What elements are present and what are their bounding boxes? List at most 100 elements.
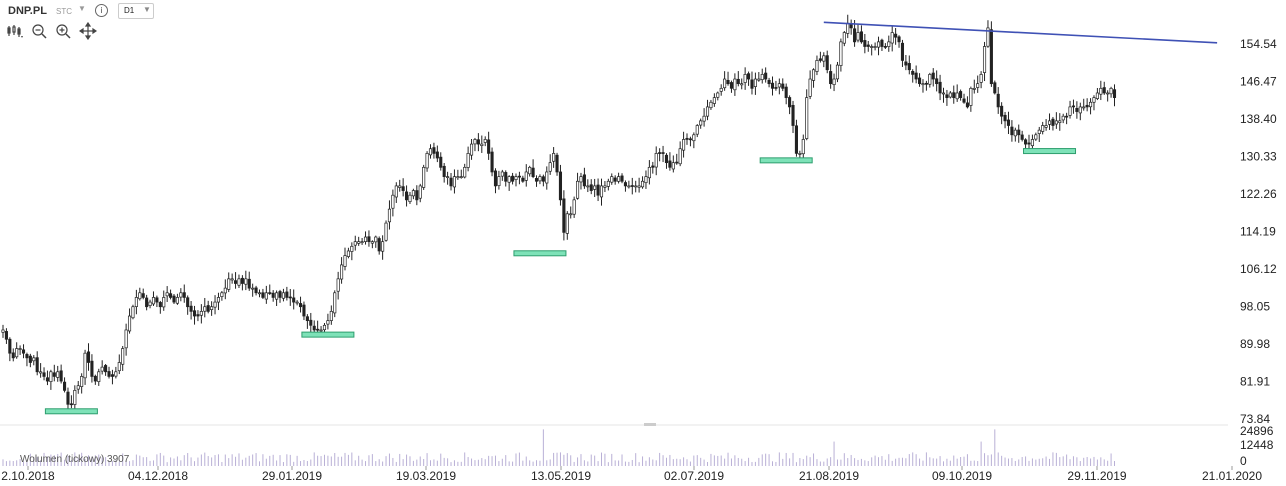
info-icon[interactable]: i <box>95 4 108 17</box>
volume-bar <box>638 462 640 466</box>
candle <box>695 124 699 138</box>
candle <box>671 155 675 173</box>
candle <box>4 328 8 344</box>
candle <box>517 171 521 185</box>
volume-bar <box>700 457 702 466</box>
candle <box>982 41 987 82</box>
price-tick-label: 98.05 <box>1240 300 1270 314</box>
volume-bar <box>943 461 944 466</box>
time-axis: 2.10.2018 04.12.2018 29.01.2019 19.03.2019 1… <box>1 466 1262 483</box>
candle <box>121 346 125 371</box>
volume-bar <box>337 456 339 466</box>
volume-bar <box>33 456 35 466</box>
candle <box>627 180 631 189</box>
volume-bar <box>296 455 298 466</box>
candle <box>716 91 720 101</box>
zoom-in-icon[interactable] <box>54 22 72 40</box>
candle <box>1092 95 1096 111</box>
zoom-out-icon[interactable] <box>30 22 48 40</box>
volume-bar <box>1004 457 1006 466</box>
candle <box>688 136 692 147</box>
volume-bar <box>1107 460 1109 466</box>
volume-bar <box>1076 457 1078 466</box>
volume-bar <box>135 454 137 466</box>
volume-bar <box>94 455 96 466</box>
candle <box>73 385 77 410</box>
candle <box>712 93 716 107</box>
volume-bar <box>467 457 469 466</box>
price-tick-label: 138.40 <box>1240 112 1277 126</box>
date-tick-label: 04.12.2018 <box>128 469 188 483</box>
candle <box>870 44 874 56</box>
candle <box>49 369 53 390</box>
volume-bar <box>1018 459 1020 466</box>
candle <box>702 108 706 127</box>
volume-bar <box>772 461 773 466</box>
volume-bar <box>1066 454 1068 466</box>
candle <box>39 363 43 378</box>
volume-bar <box>542 429 544 466</box>
candle <box>825 50 829 74</box>
candle <box>483 136 487 147</box>
candle <box>52 364 56 382</box>
candle <box>993 80 997 95</box>
support-marker <box>1023 148 1077 155</box>
volume-bar <box>768 454 770 466</box>
candle <box>203 297 207 318</box>
volume-bar <box>1086 457 1088 466</box>
candle <box>227 272 231 293</box>
volume-panel-handle[interactable] <box>644 423 656 426</box>
candle <box>302 301 306 321</box>
symbol-label[interactable]: DNP.PL <box>8 5 47 17</box>
volume-bar <box>970 460 972 466</box>
volume-bar <box>683 457 685 466</box>
chevron-down-icon[interactable]: ▼ <box>78 4 86 13</box>
volume-bar <box>1038 458 1040 466</box>
volume-bar <box>371 454 373 466</box>
candle <box>545 166 549 190</box>
timeframe-select[interactable]: D1 ▼ <box>118 3 154 19</box>
candle <box>723 71 727 91</box>
candle <box>606 178 610 191</box>
candle <box>719 84 723 96</box>
candle <box>897 35 901 48</box>
candle <box>244 270 248 291</box>
bar-type-icon[interactable] <box>6 22 24 40</box>
volume-bar <box>231 454 233 466</box>
candle <box>811 68 816 88</box>
volume-bar <box>214 455 216 466</box>
volume-bar <box>751 462 753 466</box>
volume-bar <box>857 459 859 466</box>
crosshair-icon[interactable] <box>79 22 97 40</box>
price-mode-label[interactable]: STC <box>56 7 72 16</box>
volume-bar <box>453 460 455 466</box>
volume-bar <box>149 460 151 466</box>
candle <box>210 301 214 316</box>
candle <box>28 353 32 368</box>
volume-bar <box>529 460 531 466</box>
price-tick-label: 114.19 <box>1240 225 1276 239</box>
candle <box>1054 112 1058 129</box>
volume-bar <box>860 458 862 466</box>
candle <box>45 370 50 386</box>
candle <box>189 301 193 320</box>
volume-bar <box>16 460 18 466</box>
volume-bar <box>973 460 975 466</box>
volume-bar <box>508 461 510 466</box>
volume-bar <box>512 461 514 466</box>
volume-bar <box>1052 452 1054 466</box>
volume-bar <box>272 454 274 466</box>
candle <box>832 73 836 92</box>
volume-bar <box>385 456 387 466</box>
volume-tick-label: 0 <box>1240 454 1247 468</box>
resistance-trendline[interactable] <box>823 21 1218 44</box>
volume-bar <box>70 459 72 466</box>
candle <box>449 172 453 191</box>
support-marker <box>759 157 813 164</box>
candle <box>254 285 258 296</box>
candle <box>155 295 159 308</box>
volume-bar <box>255 453 257 466</box>
volume-bar <box>1035 459 1037 466</box>
